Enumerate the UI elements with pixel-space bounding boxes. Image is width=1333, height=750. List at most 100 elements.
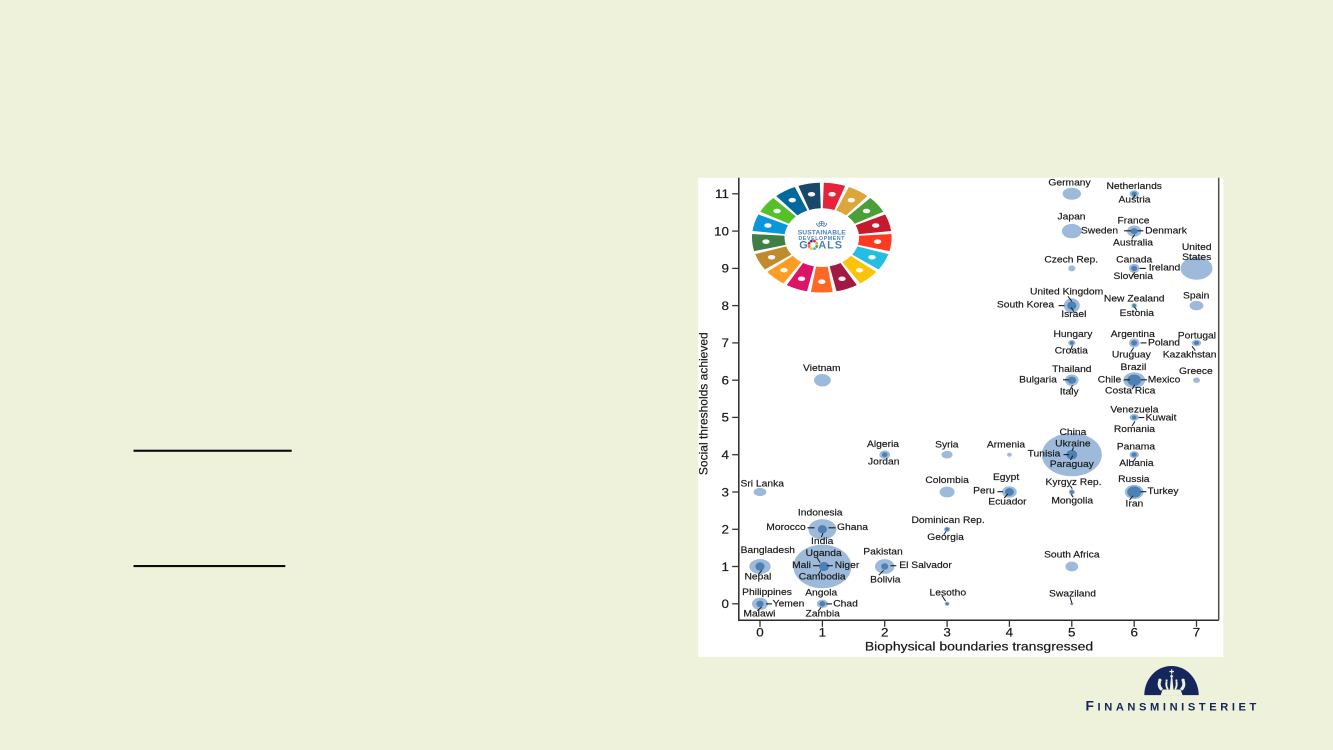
svg-text:Yemen: Yemen	[773, 599, 805, 609]
svg-text:Canada: Canada	[1116, 255, 1153, 265]
svg-text:4: 4	[1006, 625, 1013, 639]
svg-text:Croatia: Croatia	[1055, 346, 1089, 356]
svg-text:Kazakhstan: Kazakhstan	[1163, 350, 1217, 360]
svg-text:Tunisia: Tunisia	[1028, 449, 1061, 459]
svg-text:Panama: Panama	[1117, 442, 1156, 452]
svg-text:DEVELOPMENT: DEVELOPMENT	[798, 236, 845, 242]
svg-text:Indonesia: Indonesia	[798, 508, 843, 518]
svg-text:Austria: Austria	[1118, 195, 1151, 205]
svg-text:Spain: Spain	[1183, 291, 1209, 301]
svg-text:Peru: Peru	[973, 486, 995, 496]
svg-text:South Korea: South Korea	[997, 300, 1055, 310]
svg-text:Mongolia: Mongolia	[1051, 496, 1093, 506]
svg-text:Portugal: Portugal	[1178, 331, 1216, 341]
svg-text:Morocco: Morocco	[766, 522, 806, 532]
svg-text:Ireland: Ireland	[1149, 263, 1180, 273]
svg-text:Sweden: Sweden	[1081, 226, 1118, 236]
svg-text:Argentina: Argentina	[1111, 329, 1156, 339]
svg-text:11: 11	[715, 187, 729, 201]
svg-text:Australia: Australia	[1113, 238, 1154, 248]
svg-text:Kuwait: Kuwait	[1146, 413, 1177, 423]
svg-text:0: 0	[756, 625, 763, 639]
svg-text:Netherlands: Netherlands	[1106, 181, 1162, 191]
svg-text:Estonia: Estonia	[1120, 309, 1155, 319]
svg-text:Hungary: Hungary	[1053, 329, 1092, 339]
svg-text:Uganda: Uganda	[806, 548, 843, 558]
svg-text:Israel: Israel	[1061, 310, 1086, 320]
svg-text:Biophysical boundaries transgr: Biophysical boundaries transgressed	[865, 640, 1093, 654]
svg-text:ALS: ALS	[818, 240, 842, 252]
svg-text:6: 6	[1130, 625, 1137, 639]
svg-text:5: 5	[722, 410, 729, 424]
svg-text:7: 7	[1193, 625, 1200, 639]
svg-text:G: G	[799, 240, 807, 252]
svg-text:Dominican Rep.: Dominican Rep.	[912, 515, 985, 525]
svg-text:10: 10	[714, 224, 729, 238]
svg-text:2: 2	[722, 522, 729, 536]
svg-text:Pakistan: Pakistan	[863, 547, 902, 557]
svg-text:Bangladesh: Bangladesh	[741, 546, 795, 556]
svg-text:Malawi: Malawi	[743, 609, 775, 619]
svg-text:Sri Lanka: Sri Lanka	[740, 479, 784, 489]
svg-text:Ecuador: Ecuador	[988, 497, 1027, 507]
svg-text:Lesotho: Lesotho	[929, 588, 966, 598]
svg-text:India: India	[811, 536, 834, 546]
svg-text:El Salvador: El Salvador	[899, 560, 952, 570]
svg-text:Italy: Italy	[1060, 387, 1079, 397]
svg-text:Thailand: Thailand	[1052, 364, 1091, 374]
svg-text:3: 3	[722, 485, 729, 499]
svg-text:Japan: Japan	[1057, 212, 1085, 222]
svg-text:Chad: Chad	[833, 599, 858, 609]
svg-text:2: 2	[881, 625, 888, 639]
svg-text:4: 4	[722, 448, 729, 462]
svg-text:Costa Rica: Costa Rica	[1105, 386, 1156, 396]
svg-text:Uruguay: Uruguay	[1112, 350, 1151, 360]
svg-text:Bolivia: Bolivia	[870, 575, 901, 585]
svg-text:Greece: Greece	[1179, 367, 1213, 377]
svg-text:Germany: Germany	[1048, 178, 1090, 188]
svg-text:Algeria: Algeria	[867, 439, 900, 449]
svg-text:China: China	[1059, 428, 1086, 438]
svg-text:Bulgaria: Bulgaria	[1019, 375, 1057, 385]
svg-text:7: 7	[722, 336, 729, 350]
svg-text:United: United	[1182, 242, 1212, 252]
svg-text:Paraguay: Paraguay	[1050, 460, 1094, 470]
svg-text:3: 3	[943, 625, 950, 639]
svg-text:Zambia: Zambia	[806, 609, 841, 619]
svg-text:5: 5	[1068, 625, 1075, 639]
svg-text:0: 0	[722, 597, 729, 611]
svg-text:Armenia: Armenia	[987, 440, 1026, 450]
svg-text:Venezuela: Venezuela	[1110, 405, 1159, 415]
svg-text:Jordan: Jordan	[868, 457, 899, 467]
svg-text:Angola: Angola	[805, 588, 838, 598]
svg-text:Kyrgyz Rep.: Kyrgyz Rep.	[1045, 477, 1101, 487]
svg-text:Slovenia: Slovenia	[1113, 271, 1153, 281]
svg-text:Georgia: Georgia	[927, 532, 964, 542]
svg-text:Mali: Mali	[792, 560, 811, 570]
svg-text:Egypt: Egypt	[993, 473, 1020, 483]
svg-text:Colombia: Colombia	[925, 476, 969, 486]
svg-text:Syria: Syria	[935, 440, 959, 450]
svg-text:Ghana: Ghana	[837, 522, 868, 532]
svg-text:Denmark: Denmark	[1145, 226, 1187, 236]
svg-text:Czech Rep.: Czech Rep.	[1044, 255, 1098, 265]
svg-text:Ukraine: Ukraine	[1055, 439, 1090, 449]
svg-text:New Zealand: New Zealand	[1104, 294, 1165, 304]
svg-text:Iran: Iran	[1126, 499, 1144, 509]
svg-text:United Kingdom: United Kingdom	[1030, 287, 1103, 297]
svg-text:Mexico: Mexico	[1148, 375, 1181, 385]
svg-text:1: 1	[722, 559, 729, 573]
svg-text:1: 1	[819, 625, 826, 639]
svg-text:Cambodia: Cambodia	[799, 572, 846, 582]
svg-text:Vietnam: Vietnam	[803, 363, 841, 373]
svg-text:FINANSMINISTERIET: FINANSMINISTERIET	[1086, 698, 1260, 713]
svg-text:France: France	[1117, 216, 1149, 226]
svg-text:8: 8	[722, 299, 729, 313]
svg-text:Poland: Poland	[1148, 338, 1180, 348]
svg-text:States: States	[1182, 253, 1211, 263]
svg-text:Social thresholds achieved: Social thresholds achieved	[697, 332, 711, 475]
svg-text:9: 9	[722, 261, 729, 275]
svg-text:Russia: Russia	[1118, 474, 1150, 484]
svg-text:South Africa: South Africa	[1044, 550, 1100, 560]
svg-text:6: 6	[722, 373, 729, 387]
